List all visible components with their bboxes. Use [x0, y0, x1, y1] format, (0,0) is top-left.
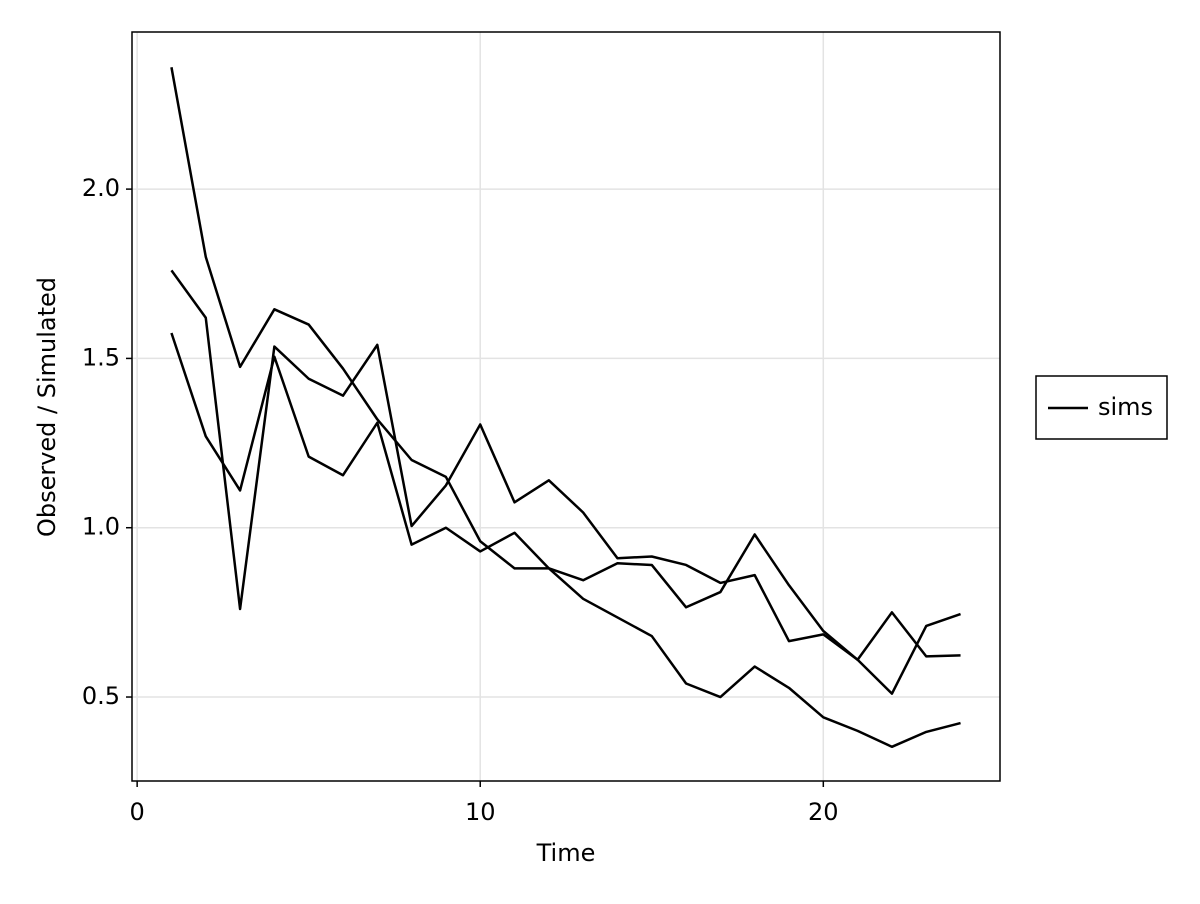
x-tick-label: 10: [465, 798, 496, 826]
legend-label: sims: [1098, 393, 1153, 421]
y-tick-label: 1.5: [82, 343, 120, 371]
y-tick-label: 1.0: [82, 513, 120, 541]
x-tick-label: 20: [808, 798, 839, 826]
y-axis-label: Observed / Simulated: [33, 277, 61, 537]
x-axis-label: Time: [536, 839, 596, 867]
series-line: [170, 66, 961, 749]
x-tick-label: 0: [130, 798, 145, 826]
series-line: [170, 269, 961, 695]
y-tick-label: 0.5: [82, 682, 120, 710]
series-line: [170, 332, 961, 662]
y-tick-label: 2.0: [82, 174, 120, 202]
plot-frame: [131, 31, 1001, 782]
